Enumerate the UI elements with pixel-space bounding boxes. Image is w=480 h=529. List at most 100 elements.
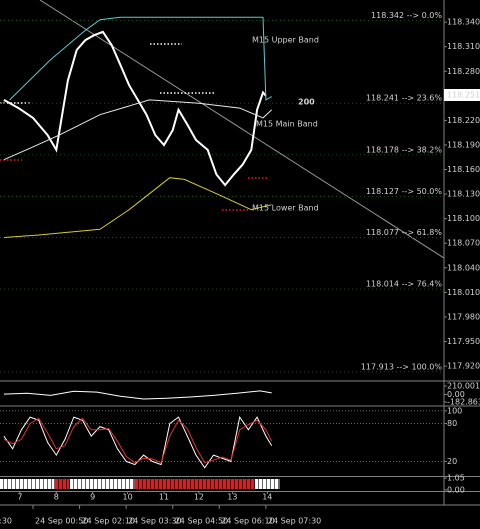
fib-label: 118.178 --> 38.2% — [366, 145, 442, 154]
fib-label: 117.913 --> 100.0% — [361, 362, 443, 371]
strip-cell — [191, 479, 195, 489]
strip-cell — [147, 479, 151, 489]
strip-cell — [195, 479, 199, 489]
series-line — [3, 390, 272, 400]
strip-cell — [239, 479, 243, 489]
strip-cell — [70, 479, 74, 489]
x-tick-label: 24 Sep 00:50 — [35, 517, 88, 526]
strip-cell — [223, 479, 227, 489]
day-label: 12 — [194, 493, 204, 502]
strip-cell — [211, 479, 215, 489]
y-tick-label: 20 — [447, 457, 457, 466]
fib-label: 118.014 --> 76.4% — [366, 280, 442, 289]
strip-cell — [67, 479, 70, 489]
series-line — [3, 99, 273, 161]
strip-cell — [135, 479, 139, 489]
strip-cell — [126, 479, 130, 489]
strip-cell — [227, 479, 231, 489]
day-label: 11 — [159, 493, 169, 502]
strip-cell — [28, 479, 32, 489]
strip-cell — [40, 479, 44, 489]
y-tick-label: 118.040 — [447, 263, 480, 272]
y-tick-label: 80 — [447, 419, 457, 428]
y-tick-label: 117.950 — [447, 337, 480, 346]
y-tick-label: 118.160 — [447, 165, 480, 174]
series-line — [3, 415, 273, 469]
strip-cell — [175, 479, 179, 489]
band-label: M15 Main Band — [256, 120, 318, 129]
strip-cell — [219, 479, 223, 489]
strip-cell — [155, 479, 159, 489]
series-line — [3, 417, 273, 464]
y-tick-label: 118.100 — [447, 214, 480, 223]
strip-cell — [44, 479, 48, 489]
strip-cell — [267, 479, 271, 489]
y-tick-label: 118.130 — [447, 190, 480, 199]
strip-cell — [78, 479, 82, 489]
day-label: 9 — [90, 493, 95, 502]
y-tick-label: 118.340 — [447, 18, 480, 27]
strip-cell — [32, 479, 36, 489]
strip-cell — [122, 479, 126, 489]
level-dots-red — [0, 159, 268, 211]
strip-cell — [167, 479, 171, 489]
series-line — [3, 177, 272, 238]
y-tick-label: 118.070 — [447, 239, 480, 248]
y-tick-label: 118.190 — [447, 140, 480, 149]
strip-cell — [20, 479, 24, 489]
y-tick-label: 118.280 — [447, 67, 480, 76]
strip-cell — [130, 479, 134, 489]
strip-cell — [163, 479, 167, 489]
strip-cell — [106, 479, 110, 489]
strip-cell — [86, 479, 90, 489]
y-tick-label: 117.980 — [447, 312, 480, 321]
x-tick-label: 24 Sep 06:10 — [221, 517, 274, 526]
strip-cell — [235, 479, 239, 489]
strip-cell — [52, 479, 55, 489]
strip-cell — [199, 479, 203, 489]
strip-cell — [48, 479, 52, 489]
strip-cell — [251, 479, 255, 489]
series-line — [9, 16, 272, 101]
x-tick-label: 24 Sep 04:50 — [175, 517, 228, 526]
fib-label: 118.127 --> 50.0% — [366, 187, 442, 196]
x-tick-label: 24 Sep 03:30 — [128, 517, 181, 526]
strip-cell — [275, 479, 279, 489]
strip-cell — [118, 479, 122, 489]
strip-cell — [110, 479, 114, 489]
strip-cell — [94, 479, 98, 489]
day-label: 8 — [54, 493, 59, 502]
strip-cell — [247, 479, 251, 489]
y-tick-label: 1.05 — [447, 474, 465, 483]
strip-cell — [215, 479, 219, 489]
strip-cell — [259, 479, 263, 489]
strip-cell — [0, 479, 4, 489]
y-tick-label: 100 — [447, 406, 462, 415]
y-tick-label: -182.8634 — [447, 397, 480, 406]
strip-cell — [139, 479, 143, 489]
trend-line — [39, 0, 445, 259]
last-price-label: 118.251 — [447, 91, 480, 100]
strip-cell — [183, 479, 187, 489]
strip-cell — [82, 479, 86, 489]
strip-cell — [187, 479, 191, 489]
strip-cell — [90, 479, 94, 489]
strip-cell — [36, 479, 40, 489]
strip-cell — [243, 479, 247, 489]
strip-cell — [263, 479, 267, 489]
strip-cell — [143, 479, 147, 489]
day-label: 10 — [123, 493, 133, 502]
annotation: 200 — [298, 98, 315, 107]
day-label: 14 — [262, 493, 272, 502]
y-tick-label: 118.310 — [447, 42, 480, 51]
y-tick-label: 0.00 — [447, 390, 465, 399]
y-tick-label: 118.010 — [447, 288, 480, 297]
strip-cell — [24, 479, 28, 489]
fib-label: 118.241 --> 23.6% — [366, 94, 442, 103]
fib-label: 118.077 --> 61.8% — [366, 228, 442, 237]
day-label: 13 — [227, 493, 237, 502]
day-label: 7 — [17, 493, 22, 502]
y-tick-label: 117.920 — [447, 362, 480, 371]
